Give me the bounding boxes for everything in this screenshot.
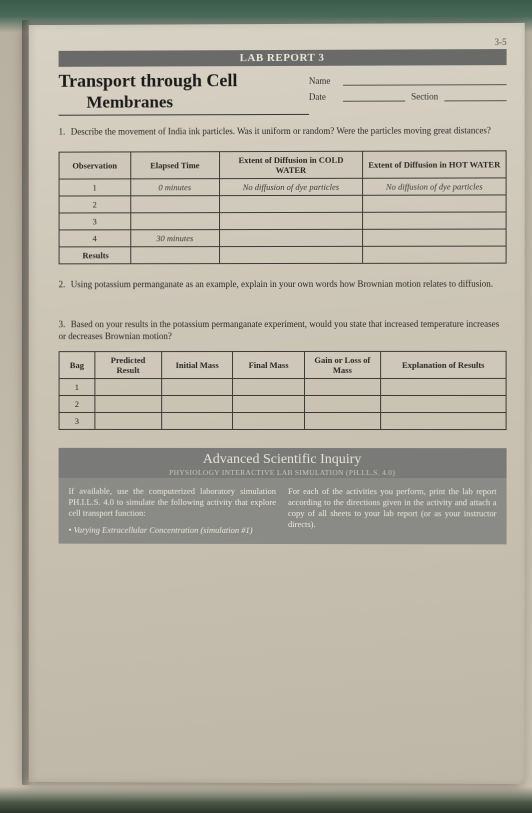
table1-row-1: 1 0 minutes No diffusion of dye particle… <box>59 178 506 196</box>
section-field-line[interactable] <box>444 91 506 101</box>
title-underline <box>59 114 309 116</box>
th-gain: Gain or Loss of Mass <box>304 351 380 378</box>
table2-row-1: 1 <box>59 378 506 395</box>
asi-subtitle: PHYSIOLOGY INTERACTIVE LAB SIMULATION (P… <box>59 467 507 476</box>
cell-hot[interactable] <box>363 195 507 212</box>
cell-elapsed[interactable] <box>130 213 219 230</box>
th-expl: Explanation of Results <box>380 351 506 378</box>
asi-left-column: If available, use the computerized labor… <box>69 485 276 535</box>
section-label: Section <box>411 91 438 101</box>
asi-body: If available, use the computerized labor… <box>59 477 507 544</box>
meta-block: Name Date Section <box>309 69 507 108</box>
results-hot[interactable] <box>363 246 507 263</box>
results-elapsed[interactable] <box>130 247 219 264</box>
q1-number: 1. <box>59 126 69 138</box>
q3-number: 3. <box>59 318 69 330</box>
date-label: Date <box>309 92 337 102</box>
cell-final[interactable] <box>233 412 304 429</box>
th-final: Final Mass <box>233 351 304 378</box>
cell-gain[interactable] <box>304 395 380 412</box>
cell-elapsed: 0 minutes <box>130 179 219 196</box>
date-field-line[interactable] <box>343 92 405 102</box>
cell-hot[interactable] <box>363 229 507 246</box>
table2-header-row: Bag Predicted Result Initial Mass Final … <box>59 351 506 378</box>
asi-box: Advanced Scientific Inquiry PHYSIOLOGY I… <box>59 447 507 544</box>
th-predicted: Predicted Result <box>95 351 162 378</box>
q1-text: Describe the movement of India ink parti… <box>71 125 491 136</box>
mass-table: Bag Predicted Result Initial Mass Final … <box>59 350 507 429</box>
cell-obs: 3 <box>59 213 130 230</box>
table1-row-4: 4 30 minutes <box>59 229 506 247</box>
th-bag: Bag <box>59 351 95 378</box>
table2-row-2: 2 <box>59 395 506 412</box>
th-cold: Extent of Diffusion in COLD WATER <box>219 151 362 178</box>
asi-left-text: If available, use the computerized labor… <box>69 485 276 517</box>
title-line-1: Transport through Cell <box>59 70 309 92</box>
cell-final[interactable] <box>233 395 304 412</box>
desk-edge <box>0 787 532 813</box>
cell-elapsed[interactable] <box>130 196 219 213</box>
q2-text: Using potassium permanganate as an examp… <box>71 279 493 290</box>
th-initial: Initial Mass <box>161 351 232 378</box>
cell-initial[interactable] <box>161 395 232 412</box>
table1-row-2: 2 <box>59 195 506 213</box>
th-hot: Extent of Diffusion in HOT WATER <box>363 151 507 178</box>
cell-obs: 1 <box>59 179 130 196</box>
cell-bag: 3 <box>59 412 95 429</box>
cell-obs: 2 <box>59 196 130 213</box>
asi-title: Advanced Scientific Inquiry <box>59 451 507 467</box>
cell-initial[interactable] <box>161 412 232 429</box>
cell-cold[interactable] <box>219 212 362 229</box>
title-row: Transport through Cell Membranes Name Da… <box>59 69 507 116</box>
cell-initial[interactable] <box>161 378 232 395</box>
q2-number: 2. <box>59 278 69 290</box>
cell-predicted[interactable] <box>95 378 162 395</box>
cell-gain[interactable] <box>304 378 380 395</box>
table1-row-3: 3 <box>59 212 506 230</box>
results-cold[interactable] <box>219 246 362 263</box>
name-label: Name <box>309 76 337 86</box>
cell-final[interactable] <box>233 378 304 395</box>
asi-bullet: • Varying Extracellular Concentration (s… <box>69 524 276 535</box>
report-header-bar: LAB REPORT 3 <box>59 49 507 67</box>
asi-header: Advanced Scientific Inquiry PHYSIOLOGY I… <box>59 447 507 477</box>
th-elapsed: Elapsed Time <box>130 152 219 179</box>
worksheet-page: 3-5 LAB REPORT 3 Transport through Cell … <box>29 23 525 784</box>
cell-cold[interactable] <box>219 229 362 246</box>
cell-predicted[interactable] <box>95 395 162 412</box>
table1-results-row: Results <box>59 246 506 264</box>
asi-right-column: For each of the activities you perform, … <box>288 486 497 537</box>
cell-expl[interactable] <box>380 412 506 429</box>
table1-header-row: Observation Elapsed Time Extent of Diffu… <box>59 151 506 179</box>
cell-predicted[interactable] <box>95 412 162 429</box>
question-3: 3. Based on your results in the potassiu… <box>59 318 507 343</box>
name-field-line[interactable] <box>343 75 507 86</box>
meta-name-row: Name <box>309 75 507 86</box>
page-number: 3-5 <box>59 37 507 49</box>
cell-hot[interactable] <box>363 212 507 229</box>
cell-obs: 4 <box>59 230 130 247</box>
cell-cold[interactable] <box>219 195 362 212</box>
question-2: 2. Using potassium permanganate as an ex… <box>59 278 507 291</box>
cell-bag: 1 <box>59 378 95 395</box>
cell-gain[interactable] <box>304 412 380 429</box>
title-line-2: Membranes <box>86 92 308 113</box>
results-label: Results <box>59 247 130 264</box>
question-1: 1. Describe the movement of India ink pa… <box>59 124 507 138</box>
title-block: Transport through Cell Membranes <box>59 70 309 116</box>
table2-row-3: 3 <box>59 412 506 429</box>
q3-text: Based on your results in the potassium p… <box>59 319 500 342</box>
cell-expl[interactable] <box>380 378 506 395</box>
diffusion-table: Observation Elapsed Time Extent of Diffu… <box>59 150 507 264</box>
cell-elapsed: 30 minutes <box>130 230 219 247</box>
asi-right-text: For each of the activities you perform, … <box>288 486 497 529</box>
cell-bag: 2 <box>59 395 95 412</box>
th-observation: Observation <box>59 152 130 179</box>
cell-expl[interactable] <box>380 395 506 412</box>
cell-cold: No diffusion of dye particles <box>219 178 362 195</box>
meta-date-row: Date Section <box>309 91 507 102</box>
cell-hot: No diffusion of dye particles <box>363 178 507 195</box>
